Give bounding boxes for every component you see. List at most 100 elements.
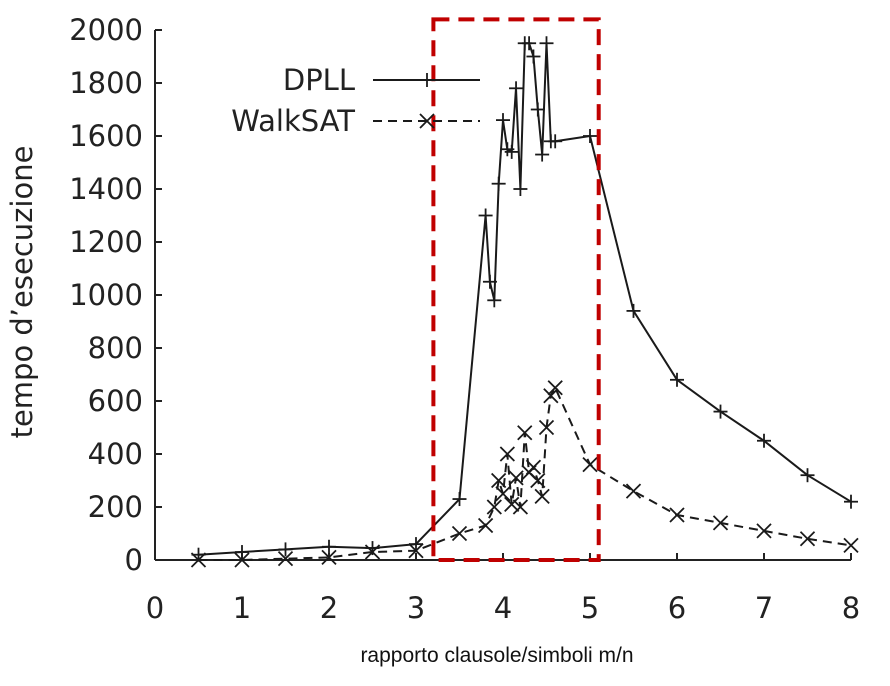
data-point-dpll [670, 372, 684, 387]
y-tick-label: 400 [88, 437, 143, 471]
x-tick-label: 0 [146, 591, 164, 625]
marker-stroke [525, 459, 542, 475]
data-point-walksat [477, 517, 494, 534]
highlight-box [431, 17, 601, 562]
data-point-dpll [583, 129, 597, 143]
marker-stroke [499, 446, 515, 462]
y-tick-label: 1600 [69, 119, 143, 153]
data-point-dpll [800, 468, 815, 483]
marker-stroke [277, 551, 294, 567]
marker-stroke [799, 531, 816, 547]
marker-stroke [234, 552, 250, 568]
x-axis-title: rapporto clausole/simboli m/n [360, 644, 633, 667]
data-point-dpll [757, 433, 771, 448]
data-point-walksat [799, 531, 816, 547]
data-point-walksat [234, 552, 250, 568]
data-point-dpll [513, 182, 528, 196]
legend: DPLL WalkSAT [231, 63, 480, 138]
y-tick-label: 1800 [69, 66, 143, 100]
x-tick-label: 1 [233, 591, 251, 625]
data-point-walksat [534, 488, 550, 505]
data-point-walksat [547, 380, 563, 396]
data-point-walksat [525, 459, 542, 475]
x-axis-ticks: 0 1 2 3 4 5 6 7 8 [146, 553, 860, 625]
marker-stroke [486, 499, 502, 515]
data-point-walksat [408, 543, 424, 559]
marker-stroke [491, 472, 507, 489]
data-point-dpll [409, 537, 423, 552]
y-tick-label: 2000 [69, 13, 143, 47]
data-point-walksat [491, 472, 507, 489]
data-point-walksat [669, 507, 685, 523]
marker-stroke [538, 419, 555, 436]
marker-stroke [547, 380, 563, 396]
marker-stroke [512, 499, 529, 515]
marker-stroke [625, 483, 642, 499]
x-tick-label: 3 [407, 591, 425, 625]
data-point-dpll [539, 36, 554, 51]
marker-stroke [504, 496, 520, 512]
legend-marker-walksat [419, 113, 435, 129]
data-point-walksat [486, 499, 502, 515]
marker-stroke [669, 507, 685, 523]
marker-stroke [508, 470, 524, 486]
data-point-dpll [487, 293, 502, 308]
y-axis-title: tempo d’esecuzione [5, 146, 39, 439]
marker-stroke [543, 388, 559, 404]
marker-stroke [756, 523, 772, 539]
marker-stroke [190, 552, 207, 568]
y-tick-label: 600 [88, 384, 143, 418]
y-tick-label: 1400 [69, 172, 143, 206]
x-tick-label: 7 [755, 591, 773, 625]
data-point-walksat [504, 496, 520, 512]
marker-stroke [419, 113, 435, 129]
data-point-walksat [538, 419, 555, 436]
marker-stroke [451, 525, 468, 542]
x-tick-label: 4 [494, 591, 512, 625]
y-tick-label: 0 [125, 543, 143, 577]
data-point-dpll [530, 102, 545, 117]
data-point-dpll [626, 303, 641, 318]
marker-stroke [843, 537, 859, 554]
data-point-walksat [190, 552, 207, 568]
legend-label-walksat: WalkSAT [231, 104, 355, 138]
data-point-walksat [712, 515, 729, 531]
data-point-walksat [451, 525, 468, 542]
y-tick-label: 800 [88, 331, 143, 365]
x-tick-label: 2 [320, 591, 338, 625]
x-tick-label: 8 [842, 591, 860, 625]
data-point-dpll [844, 494, 858, 509]
marker-stroke [534, 488, 550, 505]
x-tick-label: 6 [668, 591, 686, 625]
data-point-walksat [321, 549, 337, 565]
data-point-dpll [548, 134, 563, 149]
data-point-walksat [499, 446, 515, 462]
series-dpll [191, 36, 858, 562]
data-point-dpll [478, 208, 493, 223]
series-layer [190, 36, 859, 568]
y-tick-label: 1200 [69, 225, 143, 259]
marker-stroke [364, 544, 381, 560]
data-point-walksat [625, 483, 642, 499]
data-point-dpll [504, 144, 519, 159]
data-point-walksat [508, 470, 524, 486]
data-point-dpll [235, 545, 249, 560]
marker-stroke [530, 472, 546, 489]
data-point-walksat [517, 425, 533, 441]
data-point-dpll [526, 49, 541, 64]
marker-stroke [408, 543, 424, 559]
data-point-dpll [278, 542, 293, 557]
data-point-walksat [495, 486, 511, 502]
data-point-walksat [843, 537, 859, 554]
legend-label-dpll: DPLL [283, 63, 355, 97]
data-point-walksat [543, 388, 559, 404]
data-point-walksat [756, 523, 772, 539]
y-axis-ticks: 0 200 400 600 800 1000 1200 1400 1600 1800 2000 [69, 13, 162, 577]
data-point-dpll [535, 147, 550, 162]
data-point-walksat [530, 472, 546, 489]
marker-stroke [495, 486, 511, 502]
legend-marker-dpll [420, 73, 434, 87]
data-point-dpll [452, 492, 467, 507]
marker-stroke [321, 549, 337, 565]
